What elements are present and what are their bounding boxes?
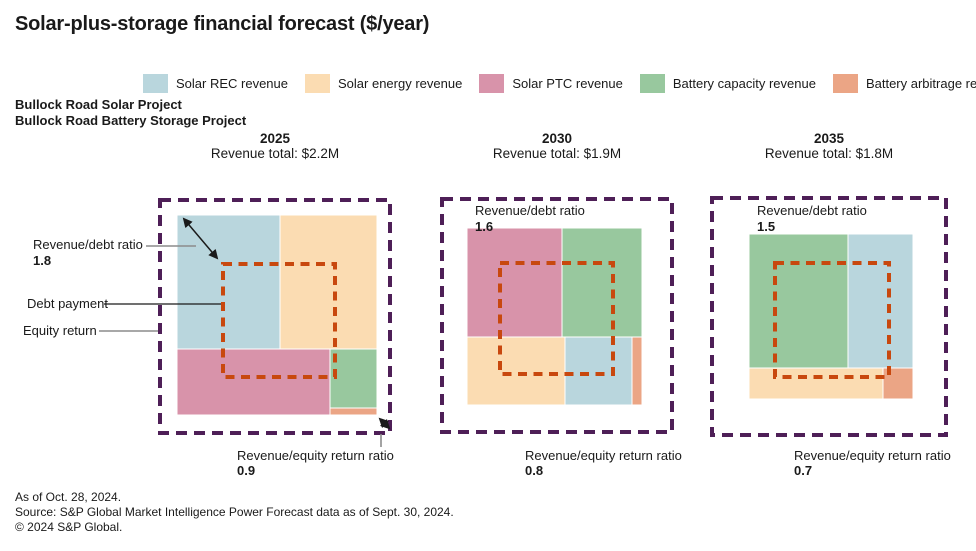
chart-title: Solar-plus-storage financial forecast ($… bbox=[15, 13, 430, 35]
segment-2030-solar-ptc bbox=[466, 227, 563, 338]
segment-2035-solar-energy bbox=[748, 367, 884, 400]
segment-2025-solar-rec bbox=[176, 214, 281, 350]
revenue-debt-ratio-value-2025: 1.8 bbox=[33, 253, 52, 268]
equity-return-box-2030 bbox=[440, 197, 674, 434]
legend-label: Battery capacity revenue bbox=[672, 76, 816, 91]
revenue-equity-ratio-label-2035: Revenue/equity return ratio bbox=[794, 448, 951, 463]
segment-2025-solar-energy bbox=[279, 214, 378, 350]
revenue-equity-ratio-label-2025: Revenue/equity return ratio bbox=[237, 448, 394, 463]
legend-item-battery-arbitrage: Battery arbitrage revenue bbox=[832, 74, 976, 93]
debt-payment-box-2030 bbox=[498, 261, 615, 376]
revenue-equity-ratio-value-2030: 0.8 bbox=[525, 463, 544, 478]
revenue-equity-ratio-label-2030: Revenue/equity return ratio bbox=[525, 448, 682, 463]
debt-payment-label: Debt payment bbox=[27, 296, 108, 311]
revenue-equity-arrow bbox=[378, 417, 391, 430]
panel-revenue-total-2035: Revenue total: $1.8M bbox=[764, 146, 894, 161]
segment-2035-solar-rec bbox=[847, 233, 914, 369]
solar-rec-swatch-icon bbox=[143, 74, 168, 93]
solar-energy-swatch-icon bbox=[305, 74, 330, 93]
treemap-2035 bbox=[748, 233, 914, 400]
project-name-battery: Bullock Road Battery Storage Project bbox=[15, 113, 247, 128]
panel-year-2035: 2035 bbox=[813, 131, 845, 146]
legend-label: Solar PTC revenue bbox=[512, 76, 623, 91]
panel-revenue-total-2030: Revenue total: $1.9M bbox=[492, 146, 622, 161]
panel-year-2025: 2025 bbox=[259, 131, 291, 146]
treemap-2025 bbox=[176, 214, 378, 416]
legend: Solar REC revenue Solar energy revenue S… bbox=[143, 74, 976, 93]
segment-2025-battery-arbitrage bbox=[329, 407, 378, 416]
legend-label: Solar energy revenue bbox=[338, 76, 463, 91]
revenue-debt-ratio-label-2035: Revenue/debt ratio bbox=[757, 203, 867, 218]
legend-item-battery-capacity: Battery capacity revenue bbox=[639, 74, 816, 93]
source-note: Source: S&P Global Market Intelligence P… bbox=[15, 505, 454, 519]
revenue-debt-ratio-value-2035: 1.5 bbox=[757, 219, 776, 234]
equity-return-label: Equity return bbox=[23, 323, 97, 338]
revenue-equity-ratio-value-2035: 0.7 bbox=[794, 463, 813, 478]
segment-2025-solar-ptc bbox=[176, 348, 331, 416]
segment-2035-battery-capacity bbox=[748, 233, 849, 369]
legend-label: Solar REC revenue bbox=[176, 76, 288, 91]
segment-2030-solar-rec bbox=[564, 336, 633, 406]
legend-item-solar-energy: Solar energy revenue bbox=[305, 74, 462, 93]
debt-payment-box-2035 bbox=[773, 261, 891, 379]
segment-2030-solar-energy bbox=[466, 336, 566, 406]
segment-2030-battery-arbitrage bbox=[631, 336, 643, 406]
revenue-equity-ratio-value-2025: 0.9 bbox=[237, 463, 256, 478]
solar-ptc-swatch-icon bbox=[479, 74, 505, 93]
revenue-debt-ratio-label-2025: Revenue/debt ratio bbox=[33, 237, 143, 252]
treemap-2030 bbox=[466, 227, 643, 406]
revenue-debt-ratio-label-2030: Revenue/debt ratio bbox=[475, 203, 585, 218]
legend-item-solar-ptc: Solar PTC revenue bbox=[479, 74, 623, 93]
equity-return-box-2025 bbox=[158, 198, 392, 435]
as-of-note: As of Oct. 28, 2024. bbox=[15, 490, 122, 504]
project-name-solar: Bullock Road Solar Project bbox=[15, 97, 182, 112]
battery-arbitrage-swatch-icon bbox=[832, 74, 858, 93]
legend-label: Battery arbitrage revenue bbox=[865, 76, 976, 91]
revenue-debt-ratio-value-2030: 1.6 bbox=[475, 219, 494, 234]
panel-revenue-total-2025: Revenue total: $2.2M bbox=[210, 146, 340, 161]
copyright-note: © 2024 S&P Global. bbox=[15, 520, 123, 534]
segment-2030-battery-capacity bbox=[561, 227, 643, 338]
revenue-debt-arrow bbox=[182, 217, 219, 260]
legend-item-solar-rec: Solar REC revenue bbox=[143, 74, 288, 93]
debt-payment-box-2025 bbox=[221, 262, 337, 379]
panel-year-2030: 2030 bbox=[541, 131, 573, 146]
segment-2025-battery-capacity bbox=[329, 348, 378, 409]
equity-return-box-2035 bbox=[710, 196, 948, 437]
battery-capacity-swatch-icon bbox=[639, 74, 665, 93]
